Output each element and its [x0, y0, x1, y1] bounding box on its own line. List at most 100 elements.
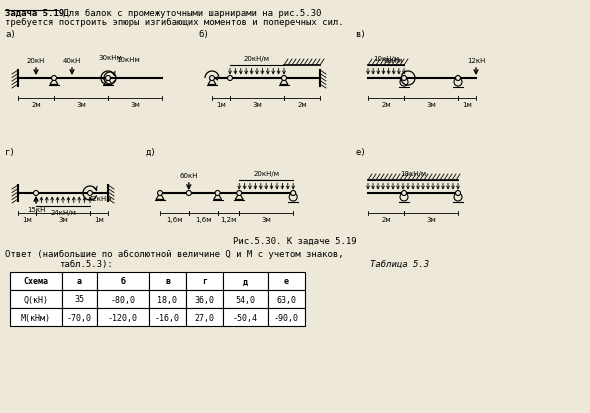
Text: Задача 5.19.: Задача 5.19. — [5, 9, 70, 18]
Circle shape — [87, 190, 93, 195]
Bar — [268, 272, 305, 290]
Circle shape — [51, 76, 57, 81]
Text: -50,4: -50,4 — [233, 313, 258, 323]
Bar — [268, 308, 305, 326]
Bar — [62, 290, 97, 308]
Text: 3м: 3м — [130, 102, 140, 108]
Text: Для балок с промежуточными шарнирами на рис.5.30: Для балок с промежуточными шарнирами на … — [58, 9, 322, 18]
Text: 18,0: 18,0 — [158, 295, 178, 304]
Bar — [186, 290, 223, 308]
Text: 1,2м: 1,2м — [220, 217, 237, 223]
Text: е): е) — [355, 148, 366, 157]
Text: -90,0: -90,0 — [274, 313, 299, 323]
Text: Схема: Схема — [24, 278, 48, 287]
Bar — [10, 308, 62, 326]
Text: 60кН: 60кН — [179, 173, 198, 179]
Text: в): в) — [355, 30, 366, 39]
Text: г): г) — [5, 148, 16, 157]
Text: 35: 35 — [74, 295, 84, 304]
Text: Таблица 5.3: Таблица 5.3 — [370, 260, 429, 269]
Bar — [223, 290, 268, 308]
Circle shape — [34, 190, 38, 195]
Circle shape — [402, 190, 407, 195]
Text: е: е — [284, 278, 289, 287]
Bar — [10, 272, 62, 290]
Text: 1м: 1м — [216, 102, 226, 108]
Text: Ответ (наибольшие по абсолютной величине Q и М с учетом знаков,: Ответ (наибольшие по абсолютной величине… — [5, 250, 343, 259]
Circle shape — [106, 76, 110, 81]
Bar — [62, 308, 97, 326]
Text: 2м: 2м — [31, 102, 41, 108]
Bar — [149, 308, 186, 326]
Text: 2м: 2м — [297, 102, 307, 108]
Bar — [10, 290, 62, 308]
Circle shape — [228, 76, 232, 81]
Text: Рис.5.30. К задаче 5.19: Рис.5.30. К задаче 5.19 — [233, 237, 357, 246]
Circle shape — [186, 190, 191, 195]
Text: -120,0: -120,0 — [108, 313, 138, 323]
Circle shape — [209, 76, 215, 81]
Text: -16,0: -16,0 — [155, 313, 180, 323]
Text: 27,0: 27,0 — [195, 313, 215, 323]
Text: 42кНм: 42кНм — [88, 196, 112, 202]
Text: 20кН/м: 20кН/м — [253, 171, 279, 177]
Circle shape — [402, 76, 407, 81]
Text: 36,0: 36,0 — [195, 295, 215, 304]
Text: б: б — [120, 278, 126, 287]
Circle shape — [455, 190, 461, 195]
Text: 3м: 3м — [426, 217, 436, 223]
Text: 54,0: 54,0 — [235, 295, 255, 304]
Text: 1м: 1м — [94, 217, 104, 223]
Text: 40кН: 40кН — [63, 58, 81, 64]
Text: 1м: 1м — [22, 217, 32, 223]
Bar — [97, 308, 149, 326]
Text: табл.5.3):: табл.5.3): — [60, 260, 114, 269]
Text: 3м: 3м — [58, 217, 68, 223]
Bar — [149, 272, 186, 290]
Text: 12кН: 12кН — [467, 58, 485, 64]
Bar — [223, 308, 268, 326]
Circle shape — [455, 76, 461, 81]
Text: 10кН/м: 10кН/м — [373, 56, 399, 62]
Text: б): б) — [198, 30, 209, 39]
Text: 10кНм: 10кНм — [116, 57, 140, 63]
Text: требуется построить эпюры изгибающих моментов и поперечных сил.: требуется построить эпюры изгибающих мом… — [5, 18, 343, 27]
Circle shape — [215, 190, 220, 195]
Text: 1,6м: 1,6м — [166, 217, 183, 223]
Circle shape — [158, 190, 162, 195]
Text: д: д — [243, 278, 248, 287]
Text: 2м: 2м — [381, 217, 391, 223]
Text: M(кНм): M(кНм) — [21, 313, 51, 323]
Text: а): а) — [5, 30, 16, 39]
Bar — [97, 290, 149, 308]
Text: 15кН: 15кН — [27, 207, 45, 213]
Text: 3м: 3м — [252, 102, 262, 108]
Text: Q(кН): Q(кН) — [24, 295, 48, 304]
Text: -70,0: -70,0 — [67, 313, 92, 323]
Text: 63,0: 63,0 — [277, 295, 297, 304]
Circle shape — [237, 190, 242, 195]
Text: 3м: 3м — [426, 102, 436, 108]
Text: 18кН/м: 18кН/м — [400, 171, 426, 177]
Text: 30кНм: 30кНм — [98, 55, 122, 61]
Text: 20кН/м: 20кН/м — [244, 56, 270, 62]
Text: -80,0: -80,0 — [110, 295, 136, 304]
Bar — [268, 290, 305, 308]
Circle shape — [291, 190, 296, 195]
Text: г: г — [202, 278, 207, 287]
Text: 2м: 2м — [381, 102, 391, 108]
Text: 3м: 3м — [261, 217, 271, 223]
Text: 1м: 1м — [462, 102, 472, 108]
Bar — [186, 308, 223, 326]
Text: а: а — [77, 278, 82, 287]
Bar — [62, 272, 97, 290]
Text: 1,6м: 1,6м — [195, 217, 211, 223]
Text: 6кНм: 6кНм — [384, 58, 402, 64]
Bar — [97, 272, 149, 290]
Bar — [149, 290, 186, 308]
Text: д): д) — [145, 148, 156, 157]
Circle shape — [281, 76, 287, 81]
Text: в: в — [165, 278, 170, 287]
Text: 24кН/м: 24кН/м — [50, 210, 76, 216]
Text: 20кН: 20кН — [27, 58, 45, 64]
